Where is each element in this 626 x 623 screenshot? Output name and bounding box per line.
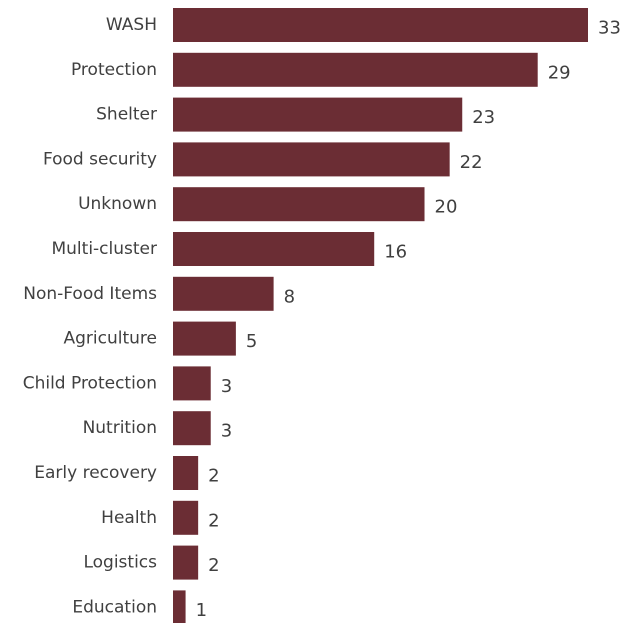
bar-early-recovery: [173, 456, 199, 490]
bar-non-food-items: [173, 276, 274, 311]
category-label-child-protection: Child Protection: [23, 373, 157, 393]
bar-multi-cluster: [173, 232, 375, 266]
value-label-logistics: 2: [208, 555, 219, 576]
bar-education: [173, 590, 186, 623]
value-label-wash: 33: [598, 18, 621, 39]
value-label-agriculture: 5: [246, 331, 257, 352]
value-label-child-protection: 3: [221, 376, 232, 397]
value-label-non-food-items: 8: [284, 286, 295, 307]
category-label-unknown: Unknown: [78, 194, 157, 214]
category-label-agriculture: Agriculture: [64, 329, 158, 349]
category-label-shelter: Shelter: [96, 105, 157, 125]
category-label-non-food-items: Non-Food Items: [23, 284, 157, 304]
value-label-protection: 29: [548, 62, 571, 83]
bar-wash: [173, 8, 588, 42]
category-label-protection: Protection: [71, 60, 157, 80]
category-label-logistics: Logistics: [83, 553, 157, 573]
category-label-education: Education: [72, 597, 157, 617]
bar-agriculture: [173, 321, 236, 356]
bars-layer: [173, 8, 588, 623]
bar-food-security: [173, 142, 450, 177]
category-labels: WASH Protection Shelter Food security Unknow…: [23, 15, 157, 617]
category-label-food-security: Food security: [43, 149, 157, 169]
value-label-education: 1: [196, 600, 207, 621]
value-label-health: 2: [208, 510, 219, 531]
bar-unknown: [173, 187, 425, 222]
category-label-health: Health: [101, 508, 157, 528]
category-label-early-recovery: Early recovery: [34, 463, 157, 483]
bar-nutrition: [173, 411, 211, 446]
bar-child-protection: [173, 366, 211, 401]
value-label-nutrition: 3: [221, 421, 232, 442]
category-label-nutrition: Nutrition: [83, 418, 157, 438]
value-label-multi-cluster: 16: [384, 242, 407, 263]
bar-protection: [173, 52, 538, 87]
bar-logistics: [173, 545, 199, 580]
value-label-early-recovery: 2: [208, 466, 219, 487]
value-label-shelter: 23: [472, 107, 495, 128]
category-label-wash: WASH: [106, 15, 157, 35]
category-label-multi-cluster: Multi-cluster: [51, 239, 157, 259]
bar-health: [173, 500, 199, 535]
value-label-food-security: 22: [460, 152, 483, 173]
value-label-unknown: 20: [435, 197, 458, 218]
bar-shelter: [173, 97, 463, 132]
